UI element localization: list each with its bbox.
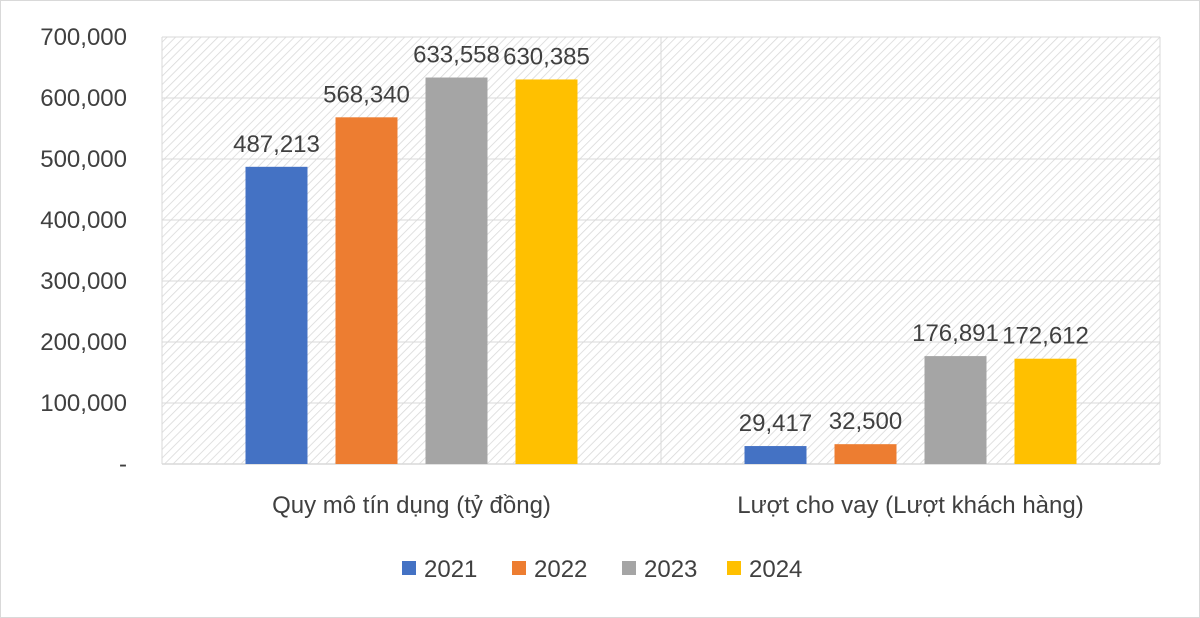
- legend: 2021 2022 2023 2024: [402, 556, 802, 583]
- data-label: 172,612: [1002, 323, 1089, 350]
- y-tick-label: 200,000: [40, 329, 127, 356]
- legend-label: 2021: [424, 556, 477, 583]
- y-axis-ticks: - 100,000 200,000 300,000 400,000 500,000 600,…: [40, 24, 127, 478]
- bar-2023-2: [924, 356, 987, 464]
- y-tick-label: 600,000: [40, 85, 127, 112]
- bar-2024-2: [1014, 358, 1077, 464]
- legend-label: 2023: [644, 556, 697, 583]
- data-label: 630,385: [503, 43, 590, 70]
- y-tick-label: 300,000: [40, 268, 127, 295]
- bar-2023-1: [425, 77, 488, 465]
- y-tick-label: -: [119, 451, 127, 478]
- data-label: 633,558: [413, 42, 500, 69]
- legend-label: 2024: [749, 556, 802, 583]
- y-tick-label: 700,000: [40, 24, 127, 51]
- legend-swatch-2022: [512, 561, 526, 575]
- x-category-label: Quy mô tín dụng (tỷ đồng): [272, 492, 551, 519]
- data-label: 487,213: [233, 131, 320, 158]
- data-label: 176,891: [912, 320, 999, 347]
- data-label: 568,340: [323, 81, 410, 108]
- y-tick-label: 100,000: [40, 390, 127, 417]
- legend-swatch-2024: [727, 561, 741, 575]
- bars: [245, 77, 1077, 465]
- legend-swatch-2021: [402, 561, 416, 575]
- bar-2022-2: [834, 444, 897, 464]
- data-label: 32,500: [829, 408, 902, 435]
- legend-label: 2022: [534, 556, 587, 583]
- x-category-label: Lượt cho vay (Lượt khách hàng): [737, 492, 1083, 519]
- bar-2021-1: [245, 166, 308, 465]
- bar-2021-2: [744, 446, 807, 464]
- bar-2024-1: [515, 79, 578, 464]
- bar-2022-1: [335, 117, 398, 465]
- gridlines: [161, 36, 1161, 465]
- legend-swatch-2023: [622, 561, 636, 575]
- category-labels: Quy mô tín dụng (tỷ đồng) Lượt cho vay (L…: [272, 492, 1084, 519]
- y-tick-label: 500,000: [40, 146, 127, 173]
- y-tick-label: 400,000: [40, 207, 127, 234]
- data-label: 29,417: [739, 410, 812, 437]
